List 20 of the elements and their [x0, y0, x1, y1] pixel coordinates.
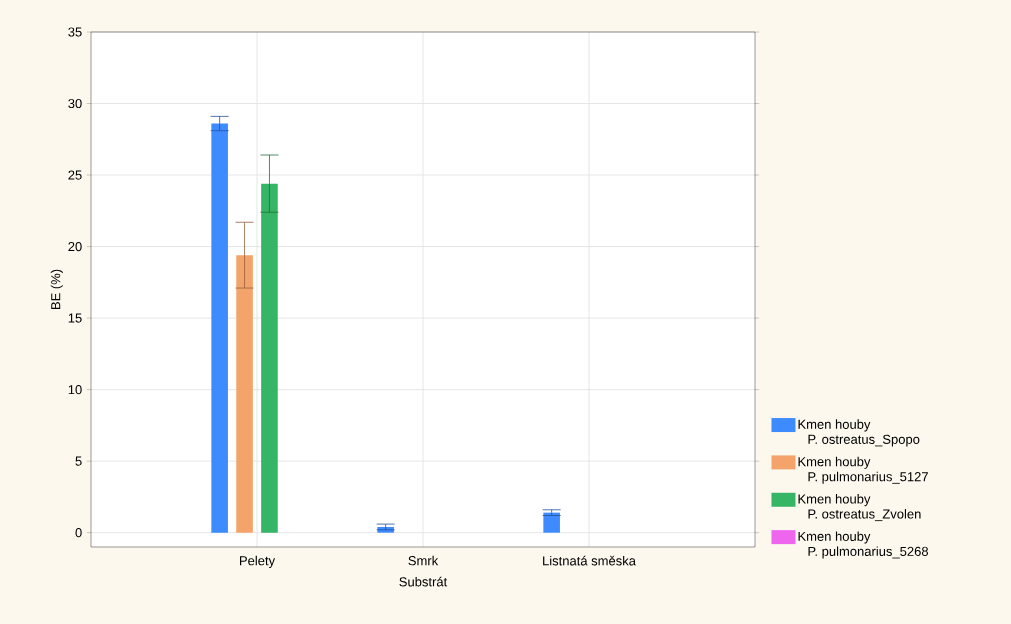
y-tick-label: 10 — [68, 385, 82, 395]
y-tick-label: 35 — [68, 27, 82, 37]
x-tick-label: Pelety — [240, 555, 276, 568]
bar — [236, 255, 253, 533]
y-tick-label: 0 — [75, 528, 82, 538]
x-tick-label: Smrk — [408, 555, 439, 566]
y-tick-label: 25 — [68, 170, 82, 180]
y-tick-label: 5 — [75, 456, 82, 466]
legend-label: Kmen houby P. pulmonarius_5127 — [798, 456, 928, 484]
y-tick-label: 15 — [68, 313, 82, 323]
y-tick-label: 30 — [68, 98, 82, 109]
bar — [261, 183, 278, 533]
x-tick-label: Listnatá směska — [543, 555, 636, 566]
y-axis-title: BE (%) — [50, 269, 63, 310]
legend-label: Kmen houby P. ostreatus_Zvolen — [798, 494, 921, 522]
y-tick-label: 20 — [68, 241, 82, 252]
legend-label: Kmen houby P. pulmonarius_5268 — [798, 531, 929, 559]
bar — [211, 123, 228, 533]
x-axis-title: Substrát — [399, 576, 448, 587]
legend-label: Kmen houby P. ostreatus_Spopo — [798, 419, 920, 447]
